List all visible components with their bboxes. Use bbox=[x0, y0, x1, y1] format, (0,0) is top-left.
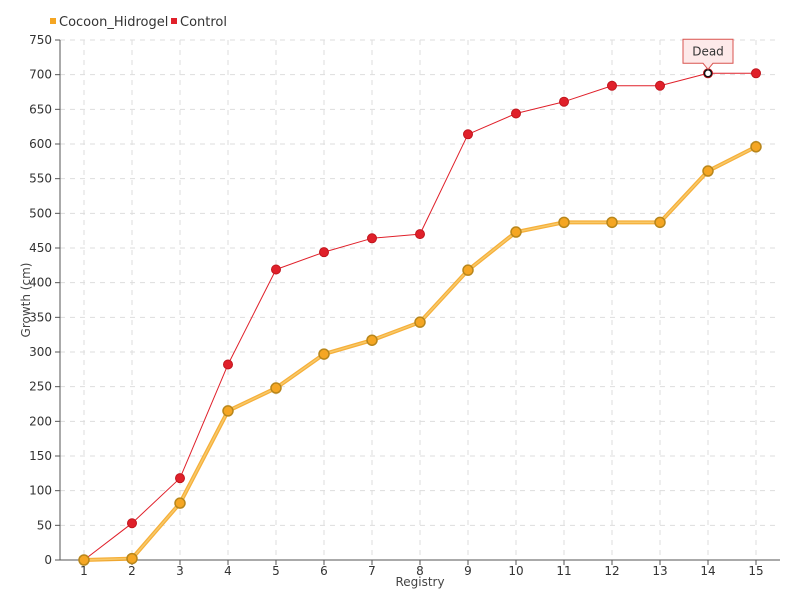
y-tick-label: 650 bbox=[29, 102, 52, 116]
y-tick-label: 150 bbox=[29, 449, 52, 463]
data-point bbox=[366, 334, 378, 346]
y-tick-label: 200 bbox=[29, 414, 52, 428]
y-axis-title: Growth (cm) bbox=[19, 263, 33, 338]
x-axis-title: Registry bbox=[395, 575, 444, 589]
data-point bbox=[462, 264, 474, 276]
data-point bbox=[270, 382, 282, 394]
x-tick-label: 1 bbox=[80, 564, 88, 578]
data-point bbox=[415, 229, 425, 240]
data-point bbox=[367, 233, 377, 244]
x-tick-label: 6 bbox=[320, 564, 328, 578]
data-point bbox=[702, 165, 714, 177]
data-point bbox=[751, 68, 761, 79]
data-point bbox=[222, 405, 234, 417]
y-tick-label: 0 bbox=[44, 553, 52, 567]
data-point bbox=[223, 359, 233, 370]
y-tick-label: 50 bbox=[37, 518, 52, 532]
annotation-tooltip: Dead bbox=[682, 38, 734, 78]
annotation-label: Dead bbox=[692, 44, 724, 58]
y-tick-label: 400 bbox=[29, 276, 52, 290]
data-point bbox=[126, 552, 138, 565]
legend-label: Control bbox=[180, 15, 227, 30]
y-tick-label: 300 bbox=[29, 345, 52, 359]
x-tick-label: 12 bbox=[604, 564, 619, 578]
x-tick-label: 9 bbox=[464, 564, 472, 578]
data-point bbox=[463, 129, 473, 140]
data-point bbox=[175, 473, 185, 484]
y-tick-label: 750 bbox=[29, 33, 52, 47]
data-point bbox=[78, 554, 90, 566]
legend-swatch bbox=[50, 18, 56, 24]
x-tick-label: 3 bbox=[176, 564, 184, 578]
data-point bbox=[750, 141, 762, 153]
y-tick-label: 600 bbox=[29, 137, 52, 151]
axes: 0 50 100 150 200 250 300 350 400 450 500 550 600 650 7… bbox=[19, 33, 780, 589]
x-tick-label: 11 bbox=[556, 564, 571, 578]
y-tick-label: 250 bbox=[29, 380, 52, 394]
legend-item: Cocoon_Hidrogel bbox=[50, 15, 168, 30]
y-tick-label: 350 bbox=[29, 310, 52, 324]
x-tick-label: 14 bbox=[700, 564, 715, 578]
data-point bbox=[127, 518, 137, 529]
x-tick-label: 4 bbox=[224, 564, 232, 578]
data-point bbox=[510, 226, 522, 238]
data-point bbox=[318, 348, 330, 360]
data-point bbox=[511, 108, 521, 119]
x-tick-label: 8 bbox=[416, 564, 424, 578]
series-cocoon-hidrogel bbox=[78, 141, 762, 566]
data-point bbox=[654, 216, 666, 229]
x-tick-label: 7 bbox=[368, 564, 376, 578]
y-tick-label: 100 bbox=[29, 484, 52, 498]
y-tick-label: 700 bbox=[29, 68, 52, 82]
grid bbox=[60, 39, 780, 560]
legend: Cocoon_Hidrogel Control bbox=[50, 15, 227, 30]
y-tick-label: 500 bbox=[29, 206, 52, 220]
data-point bbox=[558, 216, 570, 229]
legend-item: Control bbox=[171, 15, 227, 30]
annotation-layer: Dead bbox=[682, 38, 734, 78]
data-point bbox=[319, 247, 329, 258]
data-point bbox=[607, 80, 617, 91]
y-tick-label: 550 bbox=[29, 172, 52, 186]
data-point bbox=[414, 316, 426, 328]
data-point bbox=[271, 264, 281, 275]
x-tick-label: 10 bbox=[508, 564, 523, 578]
data-point bbox=[606, 216, 618, 229]
x-tick-label: 5 bbox=[272, 564, 280, 578]
series-layer bbox=[78, 68, 762, 566]
x-tick-label: 15 bbox=[748, 564, 763, 578]
legend-label: Cocoon_Hidrogel bbox=[59, 15, 168, 30]
legend-swatch bbox=[171, 18, 177, 24]
annotation-box bbox=[682, 38, 734, 71]
data-point bbox=[174, 497, 186, 509]
annotation-marker bbox=[703, 69, 713, 78]
x-tick-label: 2 bbox=[128, 564, 136, 578]
data-point bbox=[655, 80, 665, 91]
x-tick-label: 13 bbox=[652, 564, 667, 578]
y-tick-label: 450 bbox=[29, 241, 52, 255]
data-point bbox=[559, 96, 569, 107]
